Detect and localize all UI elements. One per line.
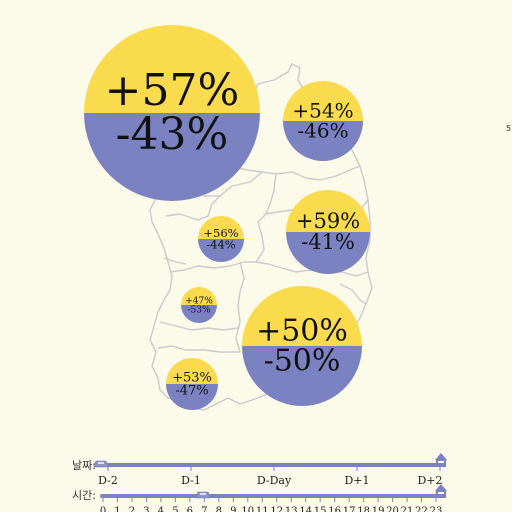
region-boundary — [165, 195, 221, 221]
increase-label: +53% — [172, 371, 212, 386]
hour-tick-label: 19 — [372, 506, 385, 512]
hour-tick-label: 3 — [143, 506, 149, 512]
corner-label: 5 — [506, 124, 512, 133]
car-icon[interactable] — [93, 460, 109, 468]
date-tick-label: D-Day — [257, 474, 292, 487]
region-boundary — [255, 173, 277, 263]
hour-tick-label: 12 — [270, 506, 283, 512]
region-bubble[interactable]: +59%-41% — [286, 190, 370, 274]
hour-tick-label: 20 — [386, 506, 399, 512]
hour-tick-label: 14 — [299, 506, 312, 512]
hour-tick-label: 16 — [328, 506, 341, 512]
date-tick-label: D+1 — [344, 474, 369, 487]
increase-label: +57% — [105, 65, 240, 116]
decrease-half — [166, 384, 218, 410]
increase-half — [181, 287, 217, 305]
increase-half — [242, 286, 362, 346]
car-icon[interactable] — [195, 491, 211, 499]
decrease-half — [283, 121, 363, 161]
hour-tick-label: 10 — [241, 506, 254, 512]
region-boundary — [339, 283, 367, 305]
decrease-label: -47% — [175, 384, 208, 399]
hour-tick-label: 22 — [415, 506, 428, 512]
hour-tick-label: 13 — [285, 506, 298, 512]
increase-label: +56% — [203, 226, 238, 240]
hour-tick-label: 6 — [187, 506, 193, 512]
hour-tick-label: 11 — [256, 506, 269, 512]
region-bubble[interactable]: +56%-44% — [198, 216, 244, 262]
date-tick-label: D-2 — [98, 474, 118, 487]
region-bubble[interactable]: +47%-53% — [181, 287, 217, 323]
increase-label: +59% — [296, 209, 360, 233]
bubble-layer: +57%-43% +54%-46% +56%-44% +59%-41% +47%-53%… — [84, 25, 370, 410]
decrease-half — [286, 232, 370, 274]
increase-half — [286, 190, 370, 232]
decrease-label: -44% — [206, 237, 236, 251]
hour-tick-label: 2 — [129, 506, 135, 512]
increase-half — [283, 81, 363, 121]
hour-tick-label: 23 — [430, 506, 443, 512]
increase-label: +47% — [185, 296, 213, 306]
region-boundary — [163, 257, 187, 265]
hour-tick-label: 0 — [100, 506, 106, 512]
decrease-half — [198, 239, 244, 262]
hour-tick-label: 5 — [172, 506, 178, 512]
region-boundary — [157, 345, 240, 353]
region-boundary — [235, 261, 245, 353]
region-bubble[interactable]: +53%-47% — [166, 358, 218, 410]
date-tick-label: D+2 — [417, 474, 442, 487]
region-bubble[interactable]: +50%-50% — [242, 286, 362, 406]
time-slider-label: 시간: — [72, 489, 96, 502]
house-icon[interactable] — [435, 453, 447, 467]
decrease-label: -46% — [297, 118, 348, 142]
decrease-half — [242, 346, 362, 406]
date-slider-label: 날짜: — [72, 459, 96, 472]
increase-half — [198, 216, 244, 239]
region-bubble[interactable]: +54%-46% — [283, 81, 363, 161]
decrease-label: -43% — [116, 109, 229, 160]
hour-tick-label: 21 — [401, 506, 414, 512]
region-boundary — [159, 321, 239, 331]
hour-tick-label: 15 — [314, 506, 327, 512]
hour-tick-label: 9 — [230, 506, 236, 512]
region-bubble[interactable]: +57%-43% — [84, 25, 260, 201]
decrease-half — [181, 305, 217, 323]
decrease-label: -53% — [187, 305, 210, 315]
playback-controls: 날짜:D-2 D-1 D-Day D+1 D+2시간:0 1 2 3 4 5 6 7 8 9 10 11 12 1… — [72, 453, 447, 512]
house-icon[interactable] — [435, 484, 447, 498]
hour-tick-label: 1 — [114, 506, 120, 512]
increase-label: +54% — [292, 98, 353, 122]
hour-tick-label: 4 — [158, 506, 164, 512]
hour-tick-label: 17 — [343, 506, 356, 512]
increase-half — [84, 25, 260, 113]
hour-tick-label: 18 — [357, 506, 370, 512]
hour-tick-label: 8 — [216, 506, 222, 512]
hour-tick-label: 7 — [201, 506, 207, 512]
decrease-label: -41% — [301, 230, 355, 254]
increase-label: +50% — [256, 314, 348, 349]
decrease-label: -50% — [264, 344, 341, 379]
increase-half — [166, 358, 218, 384]
date-tick-label: D-1 — [181, 474, 201, 487]
decrease-half — [84, 113, 260, 201]
